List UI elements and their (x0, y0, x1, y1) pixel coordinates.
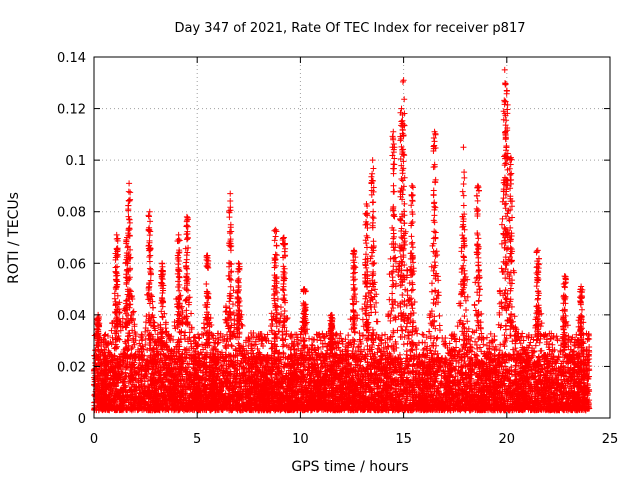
data-points (91, 67, 592, 413)
